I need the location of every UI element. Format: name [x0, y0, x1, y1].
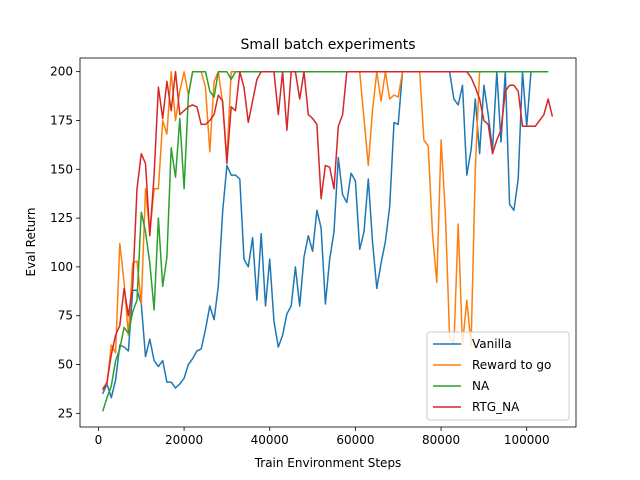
legend-label-rtg-na: RTG_NA: [472, 400, 520, 414]
y-tick-label: 175: [50, 113, 73, 127]
y-tick-label: 75: [58, 309, 73, 323]
axes-frame: [79, 57, 577, 428]
y-axis-label: Eval Return: [24, 207, 38, 276]
legend-box: [426, 331, 570, 421]
y-tick-label: 150: [50, 162, 73, 176]
y-tick-label: 100: [50, 260, 73, 274]
y-tick-label: 25: [58, 406, 73, 420]
y-tick-label: 200: [50, 65, 73, 79]
x-tick-label: 0: [95, 433, 103, 447]
y-tick-label: 125: [50, 211, 73, 225]
axis-ticks: 0 20000 40000 60000 80000 100000 25 50 75 100 125 1…: [50, 65, 550, 447]
legend-label-reward-to-go: Reward to go: [472, 358, 551, 372]
y-tick-label: 50: [58, 358, 73, 372]
chart-title: Small batch experiments: [240, 37, 415, 53]
x-tick-label: 20000: [165, 433, 203, 447]
series-lines: [101, 70, 554, 412]
legend: Vanilla Reward to go NA RTG_NA: [426, 331, 570, 421]
series-line-na: [101, 70, 549, 412]
plot-area: 0 20000 40000 60000 80000 100000 25 50 75 100 125 1…: [50, 57, 577, 447]
series-line-vanilla: [102, 70, 549, 399]
x-tick-label: 100000: [504, 433, 550, 447]
series-line-rtg-na: [102, 70, 554, 391]
x-tick-label: 60000: [336, 433, 374, 447]
x-tick-label: 40000: [251, 433, 289, 447]
legend-label-na: NA: [472, 379, 490, 393]
x-axis-label: Train Environment Steps: [254, 456, 402, 470]
x-tick-label: 80000: [422, 433, 460, 447]
legend-label-vanilla: Vanilla: [472, 337, 512, 351]
